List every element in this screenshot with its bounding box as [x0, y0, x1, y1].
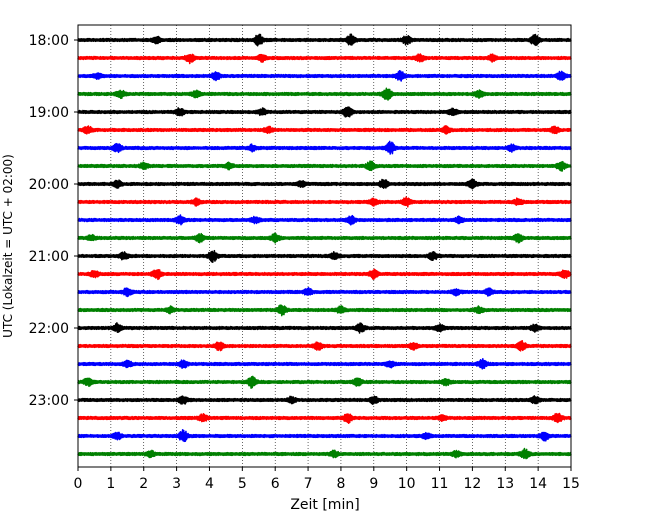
- seismogram-trace: [77, 287, 572, 298]
- seismogram-trace: [77, 106, 572, 118]
- seismogram-trace: [77, 87, 572, 101]
- seismogram-trace: [77, 140, 572, 155]
- x-tick-label: 4: [205, 476, 214, 492]
- x-tick-label: 15: [562, 476, 580, 492]
- x-tick-label: 8: [336, 476, 345, 492]
- seismogram-trace: [77, 358, 572, 370]
- seismogram-trace: [77, 304, 572, 317]
- y-axis-label: UTC (Lokalzeit = UTC + 02:00): [1, 154, 15, 338]
- seismogram-trace: [77, 53, 572, 65]
- seismogram-trace: [77, 232, 572, 244]
- trace-layer: [77, 33, 572, 460]
- x-tick-label: 0: [74, 476, 83, 492]
- y-tick-label: 22:00: [29, 321, 69, 337]
- seismogram-trace: [77, 196, 572, 208]
- seismogram-trace: [77, 125, 572, 135]
- x-tick-label: 6: [271, 476, 280, 492]
- seismogram-trace: [77, 340, 572, 352]
- x-tick-label: 9: [369, 476, 378, 492]
- seismogram-trace: [77, 447, 572, 460]
- x-tick-label: 7: [304, 476, 313, 492]
- x-tick-label: 5: [238, 476, 247, 492]
- y-tick-label: 20:00: [29, 177, 69, 193]
- y-tick-label: 18:00: [29, 33, 69, 49]
- x-tick-label: 10: [398, 476, 416, 492]
- seismogram-trace: [77, 375, 572, 389]
- y-tick-label: 23:00: [29, 393, 69, 409]
- seismogram-trace: [77, 70, 572, 82]
- seismogram-trace: [77, 395, 572, 405]
- seismogram-trace: [77, 412, 572, 424]
- y-tick-label: 21:00: [29, 249, 69, 265]
- x-tick-label: 12: [463, 476, 481, 492]
- seismogram-trace: [77, 178, 572, 190]
- x-axis: 0 1 2 3 4 5 6 7 8 9 10 11 12 13 14 15: [74, 467, 580, 492]
- seismogram-trace: [77, 322, 572, 334]
- plot-frame: [77, 24, 572, 468]
- y-tick-label: 19:00: [29, 105, 69, 121]
- x-tick-label: 11: [431, 476, 449, 492]
- x-tick-label: 3: [172, 476, 181, 492]
- x-tick-label: 1: [106, 476, 115, 492]
- y-axis: 18:00 19:00 20:00 21:00 22:00 23:00: [29, 33, 78, 409]
- x-tick-label: 14: [529, 476, 547, 492]
- x-axis-label: Zeit [min]: [290, 497, 359, 513]
- seismogram-trace: [77, 249, 572, 263]
- seismogram-trace: [77, 429, 572, 443]
- seismogram-trace: [77, 160, 572, 172]
- x-tick-label: 13: [496, 476, 514, 492]
- seismogram-trace: [77, 214, 572, 226]
- seismogram-trace: [77, 268, 572, 281]
- seismogram-trace: [77, 33, 572, 47]
- x-tick-label: 2: [139, 476, 148, 492]
